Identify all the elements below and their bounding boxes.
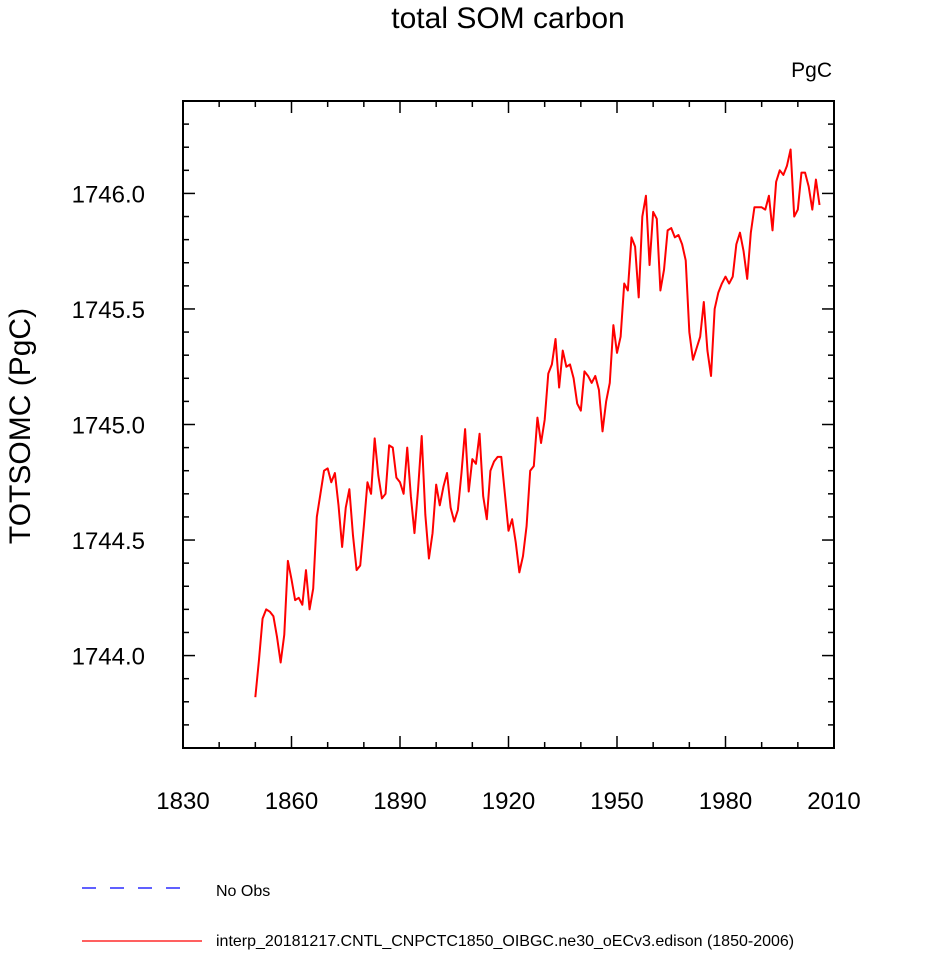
units-label: PgC — [791, 59, 832, 82]
x-tick-labels: 1830 1860 1890 1920 1950 1980 2010 — [156, 788, 860, 815]
legend-label-no-obs: No Obs — [216, 883, 270, 900]
y-tick-label: 1745.0 — [72, 413, 145, 440]
x-tick-label: 1980 — [699, 788, 752, 815]
y-tick-label: 1746.0 — [72, 181, 145, 208]
y-axis-label: TOTSOMC (PgC) — [4, 308, 37, 544]
plot-frame — [182, 100, 835, 749]
x-tick-label: 1950 — [590, 788, 643, 815]
chart-title: total SOM carbon — [391, 2, 624, 35]
x-tick-label: 1860 — [265, 788, 318, 815]
y-tick-labels: 1744.0 1744.5 1745.0 1745.5 1746.0 — [72, 181, 145, 670]
ticks-layer — [182, 100, 835, 749]
x-tick-label: 1890 — [373, 788, 426, 815]
legend: No Obs interp_20181217.CNTL_CNPCTC1850_O… — [82, 883, 794, 950]
legend-label-model: interp_20181217.CNTL_CNPCTC1850_OIBGC.ne… — [216, 933, 794, 950]
series-line — [254, 148, 821, 698]
x-tick-label: 1920 — [482, 788, 535, 815]
series-layer — [254, 148, 821, 698]
y-tick-label: 1744.5 — [72, 528, 145, 555]
y-tick-label: 1745.5 — [72, 297, 145, 324]
x-tick-label: 2010 — [807, 788, 860, 815]
x-tick-label: 1830 — [156, 788, 209, 815]
y-tick-label: 1744.0 — [72, 644, 145, 671]
